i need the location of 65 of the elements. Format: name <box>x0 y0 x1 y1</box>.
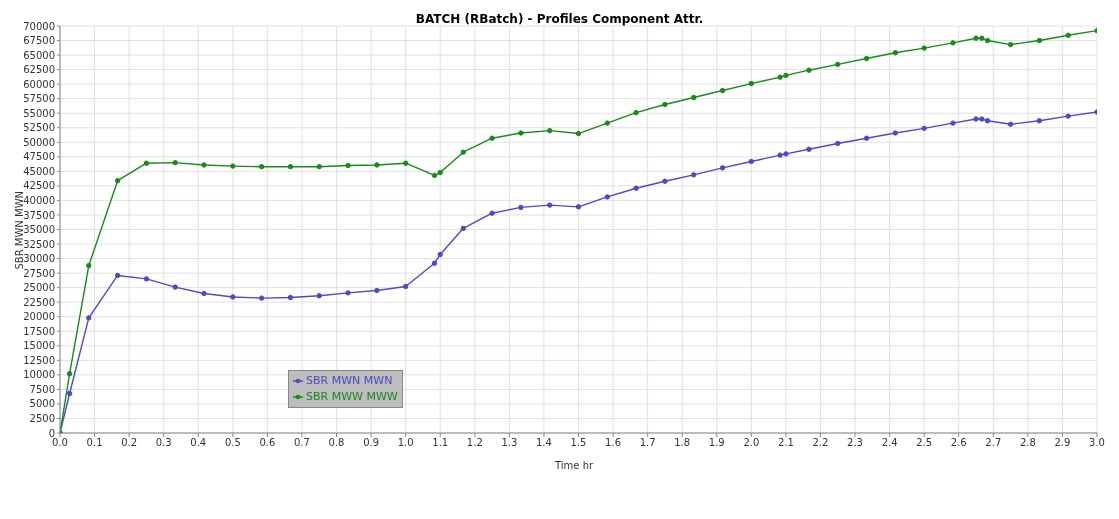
y-tick-label: 30000 <box>23 253 55 265</box>
x-tick-label: 1.6 <box>605 437 622 449</box>
x-axis-title: Time hr <box>554 460 594 471</box>
y-tick-label: 52500 <box>23 122 55 134</box>
x-tick-label: 2.7 <box>985 437 1002 449</box>
y-tick-label: 35000 <box>23 224 55 236</box>
x-tick-label: 0.8 <box>328 437 345 449</box>
x-tick-label: 2.1 <box>777 437 794 449</box>
y-tick-label: 62500 <box>23 64 55 76</box>
x-tick-label: 1.4 <box>535 437 552 449</box>
chart-title: BATCH (RBatch) - Profiles Component Attr. <box>415 12 704 26</box>
y-tick-label: 47500 <box>23 151 55 163</box>
x-tick-label: 1.1 <box>432 437 449 449</box>
y-tick-label: 0 <box>48 427 55 439</box>
x-tick-label: 1.2 <box>466 437 483 449</box>
legend-label: SBR MWW MWW <box>306 389 398 405</box>
y-tick-label: 7500 <box>29 383 55 395</box>
x-tick-label: 2.6 <box>950 437 967 449</box>
x-tick-label: 1.7 <box>639 437 656 449</box>
y-tick-label: 55000 <box>23 107 55 119</box>
y-tick-label: 50000 <box>23 136 55 148</box>
y-tick-label: 12500 <box>23 354 55 366</box>
x-tick-label: 2.3 <box>847 437 863 449</box>
x-tick-label: 2.5 <box>916 437 933 449</box>
x-tick-label: 2.4 <box>881 437 898 449</box>
y-tick-label: 37500 <box>23 209 55 221</box>
y-tick-label: 20000 <box>23 311 55 323</box>
y-tick-label: 40000 <box>23 194 55 206</box>
y-tick-label: 32500 <box>23 238 55 250</box>
x-tick-label: 1.9 <box>708 437 725 449</box>
y-tick-label: 5000 <box>29 398 55 410</box>
x-tick-label: 0.9 <box>363 437 380 449</box>
x-tick-label: 0.3 <box>155 437 172 449</box>
x-tick-label: 1.0 <box>397 437 414 449</box>
y-tick-label: 2500 <box>29 413 55 425</box>
x-tick-label: 1.3 <box>501 437 518 449</box>
y-tick-label: 60000 <box>23 78 55 90</box>
x-tick-label: 0.2 <box>121 437 138 449</box>
y-tick-label: 67500 <box>23 35 55 47</box>
y-tick-label: 27500 <box>23 267 55 279</box>
x-tick-label: 1.5 <box>570 437 587 449</box>
x-tick-label: 0.1 <box>86 437 103 449</box>
x-tick-label: 0.4 <box>190 437 207 449</box>
x-tick-label: 2.2 <box>812 437 829 449</box>
x-tick-label: 0.6 <box>259 437 276 449</box>
y-tick-label: 10000 <box>23 369 55 381</box>
x-tick-label: 0.5 <box>224 437 241 449</box>
x-tick-label: 2.9 <box>1054 437 1071 449</box>
y-axis-title: SBR MWN MWN <box>13 190 25 270</box>
y-tick-label: 45000 <box>23 165 55 177</box>
x-tick-label: 3.0 <box>1089 437 1105 449</box>
y-tick-label: 57500 <box>23 93 55 105</box>
y-tick-label: 65000 <box>23 49 55 61</box>
y-tick-label: 70000 <box>23 20 55 32</box>
y-tick-label: 25000 <box>23 282 55 294</box>
y-tick-label: 42500 <box>23 180 55 192</box>
x-tick-label: 0.7 <box>294 437 310 449</box>
x-tick-label: 2.8 <box>1019 437 1036 449</box>
y-tick-label: 17500 <box>23 325 55 337</box>
x-tick-label: 1.8 <box>674 437 691 449</box>
y-tick-label: 15000 <box>23 340 55 352</box>
x-tick-label: 2.0 <box>743 437 760 449</box>
legend-label: SBR MWN MWN <box>306 373 393 389</box>
y-tick-label: 22500 <box>23 296 55 308</box>
x-tick-label: 0.0 <box>52 437 68 449</box>
